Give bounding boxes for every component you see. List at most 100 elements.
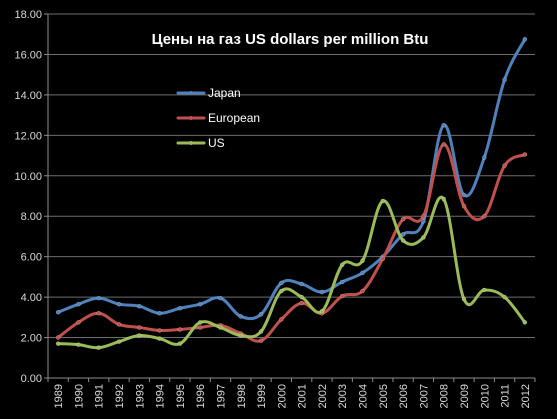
x-tick-label: 1992: [114, 384, 126, 408]
y-tick-label: 8.00: [21, 211, 42, 223]
data-point-us: [76, 342, 81, 347]
data-point-japan: [400, 232, 406, 237]
data-point-european: [55, 335, 61, 340]
data-point-us: [279, 288, 284, 294]
y-tick-label: 6.00: [21, 252, 42, 264]
data-point-european: [400, 216, 406, 222]
y-tick-label: 14.00: [14, 90, 42, 102]
x-tick-label: 2000: [276, 384, 288, 408]
x-tick-label: 2010: [479, 384, 491, 408]
data-point-us: [157, 336, 162, 341]
y-tick-label: 4.00: [21, 292, 42, 304]
data-point-japan: [258, 311, 264, 317]
data-point-european: [421, 213, 426, 219]
data-point-us: [400, 238, 406, 243]
x-tick-label: 1991: [94, 384, 106, 408]
data-point-european: [76, 320, 81, 325]
data-point-us: [96, 345, 102, 350]
data-point-european: [380, 256, 386, 261]
data-point-us: [421, 235, 426, 240]
legend-item-japan: Japan: [176, 86, 241, 100]
data-point-japan: [319, 289, 325, 295]
data-point-japan: [522, 36, 528, 42]
data-point-japan: [116, 301, 122, 307]
x-tick-label: 2011: [500, 384, 512, 408]
data-point-japan: [218, 295, 223, 301]
chart-title: Цены на газ US dollars per million Btu: [152, 31, 429, 48]
data-point-european: [441, 142, 446, 147]
y-tick-label: 0.00: [21, 373, 42, 385]
data-point-japan: [157, 310, 162, 316]
x-tick-label: 2002: [317, 384, 329, 408]
data-point-european: [279, 317, 284, 322]
data-point-us: [137, 333, 142, 338]
data-point-japan: [441, 122, 446, 128]
data-point-us: [55, 341, 61, 346]
data-point-japan: [502, 77, 507, 83]
x-tick-label: 1998: [236, 384, 248, 408]
data-point-japan: [96, 295, 102, 301]
legend-label: European: [208, 111, 260, 125]
data-point-european: [481, 213, 487, 219]
series-us: [55, 195, 528, 350]
x-tick-label: 1994: [155, 384, 167, 408]
legend-marker: [189, 141, 193, 145]
series-european: [55, 142, 528, 343]
data-point-us: [380, 198, 386, 204]
data-point-us: [360, 258, 365, 264]
data-point-japan: [279, 280, 284, 286]
data-point-european: [258, 338, 264, 343]
data-point-us: [218, 325, 223, 330]
data-point-japan: [76, 301, 81, 307]
data-point-us: [197, 320, 203, 325]
legend-marker: [189, 91, 193, 95]
data-point-us: [522, 320, 528, 325]
x-tick-label: 1999: [256, 384, 268, 408]
legend-marker: [189, 116, 193, 120]
data-point-us: [238, 333, 244, 338]
legend-item-us: US: [176, 136, 225, 150]
data-point-japan: [461, 192, 467, 198]
data-point-us: [319, 308, 325, 314]
y-tick-label: 12.00: [14, 130, 42, 142]
x-tick-label: 1997: [215, 384, 227, 408]
y-tick-label: 2.00: [21, 333, 42, 345]
data-point-japan: [197, 301, 203, 307]
series-layer: [55, 36, 528, 350]
y-tick-label: 16.00: [14, 49, 42, 61]
data-point-japan: [137, 303, 142, 309]
x-tick-label: 1993: [134, 384, 146, 408]
data-point-japan: [177, 305, 183, 311]
data-point-us: [177, 341, 183, 346]
data-point-us: [258, 329, 264, 334]
data-point-japan: [238, 314, 244, 319]
series-japan: [55, 36, 528, 321]
data-point-european: [360, 288, 365, 294]
x-tick-label: 1989: [53, 384, 65, 408]
x-tick-label: 2004: [358, 384, 370, 408]
x-tick-label: 2006: [398, 384, 410, 408]
data-point-european: [339, 293, 345, 299]
data-point-us: [502, 294, 507, 300]
x-tick-label: 2005: [378, 384, 390, 408]
legend-label: US: [208, 136, 225, 150]
legend-label: Japan: [208, 86, 241, 100]
data-point-us: [461, 296, 467, 302]
x-tick-label: 2001: [297, 384, 309, 408]
data-point-european: [197, 325, 203, 330]
data-point-japan: [339, 279, 345, 285]
data-point-european: [96, 310, 102, 316]
data-point-us: [116, 339, 122, 344]
data-point-european: [522, 152, 528, 157]
data-point-japan: [360, 270, 365, 276]
data-point-european: [502, 163, 507, 168]
data-point-european: [116, 322, 122, 327]
x-tick-label: 2007: [418, 384, 430, 408]
data-point-japan: [55, 309, 61, 315]
x-tick-label: 1990: [73, 384, 85, 408]
y-tick-label: 18.00: [14, 9, 42, 21]
data-point-japan: [299, 281, 304, 287]
x-tick-label: 2008: [439, 384, 451, 408]
